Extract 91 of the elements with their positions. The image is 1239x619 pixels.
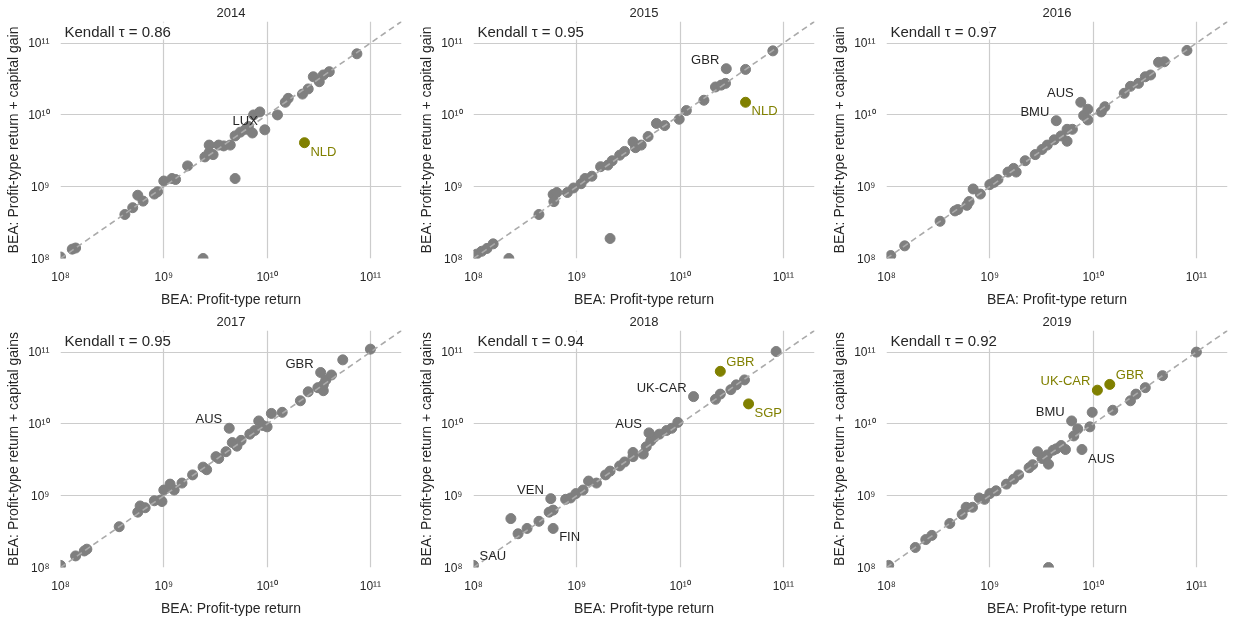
y-axis-title: BEA: Profit-type return + capital gains	[831, 332, 848, 566]
annotation: Kendall τ = 0.95	[477, 22, 584, 40]
x-tick-label: 10⁹	[154, 269, 174, 284]
x-tick-label: 10¹⁰	[1082, 269, 1104, 284]
x-axis-title: BEA: Profit-type return	[986, 599, 1128, 616]
annotation: VEN	[517, 481, 544, 497]
annotation: UK-CAR	[636, 379, 687, 395]
annotation: BMU	[1035, 403, 1065, 419]
x-tick-label: 10⁸	[51, 269, 70, 284]
x-tick-label: 10⁹	[980, 578, 1000, 593]
annotation: SAU	[479, 548, 507, 564]
annotation: Kendall τ = 0.97	[890, 22, 997, 40]
y-tick-label: 10⁸	[857, 251, 876, 266]
y-tick-label: 10⁹	[444, 179, 463, 194]
annotation: AUS	[1047, 85, 1075, 101]
y-axis-title: BEA: Profit-type return + capital gain	[5, 26, 22, 254]
y-tick-label: 10¹⁰	[28, 416, 50, 431]
chart-title: 2019	[1042, 313, 1072, 329]
annotation: AUS	[195, 411, 223, 427]
annotation: NLD	[751, 103, 778, 119]
x-tick-label: 10¹¹	[359, 578, 382, 593]
y-axis-title: BEA: Profit-type return + capital gain	[418, 26, 435, 254]
y-tick-label: 10¹¹	[441, 36, 463, 51]
annotation: LUX	[232, 112, 259, 128]
annotation: Kendall τ = 0.92	[890, 331, 997, 349]
x-tick-label: 10¹¹	[772, 269, 795, 284]
annotation: AUS	[1087, 450, 1116, 466]
x-axis-title: BEA: Profit-type return	[160, 290, 302, 307]
y-tick-label: 10⁸	[857, 560, 876, 575]
x-tick-label: 10⁸	[877, 269, 896, 284]
y-axis-title: BEA: Profit-type return + capital gains	[5, 332, 22, 566]
annotation: Kendall τ = 0.94	[477, 331, 584, 349]
y-tick-label: 10¹⁰	[854, 107, 876, 122]
x-tick-label: 10⁹	[567, 269, 587, 284]
x-tick-label: 10⁹	[567, 578, 587, 593]
x-axis-title: BEA: Profit-type return	[986, 290, 1128, 307]
y-tick-label: 10¹¹	[441, 345, 463, 360]
y-tick-label: 10¹¹	[28, 36, 50, 51]
y-tick-label: 10⁹	[857, 179, 876, 194]
x-tick-label: 10⁸	[51, 578, 70, 593]
x-tick-label: 10¹¹	[359, 269, 382, 284]
x-tick-label: 10¹⁰	[669, 578, 691, 593]
y-tick-label: 10⁸	[31, 560, 50, 575]
x-tick-label: 10¹¹	[1185, 269, 1208, 284]
y-tick-label: 10¹⁰	[441, 416, 463, 431]
x-tick-label: 10¹¹	[772, 578, 795, 593]
x-axis-title: BEA: Profit-type return	[573, 290, 715, 307]
chart-title: 2018	[629, 313, 659, 329]
y-tick-label: 10⁹	[31, 179, 50, 194]
annotation: Kendall τ = 0.86	[64, 22, 171, 40]
annotation: GBR	[726, 354, 755, 370]
y-tick-label: 10¹⁰	[854, 416, 876, 431]
chart-title: 2014	[216, 4, 246, 20]
y-axis-title: BEA: Profit-type return + capital gain	[831, 26, 848, 254]
annotation: GBR	[1115, 367, 1144, 383]
x-tick-label: 10⁸	[877, 578, 896, 593]
x-axis-title: BEA: Profit-type return	[573, 599, 715, 616]
y-axis-title: BEA: Profit-type return + capital gains	[418, 332, 435, 566]
y-tick-label: 10⁸	[31, 251, 50, 266]
y-tick-label: 10⁹	[444, 488, 463, 503]
x-axis-title: BEA: Profit-type return	[160, 599, 302, 616]
y-tick-label: 10⁸	[444, 251, 463, 266]
chart-title: 2017	[216, 313, 246, 329]
x-tick-label: 10¹⁰	[256, 578, 278, 593]
x-tick-label: 10¹¹	[1185, 578, 1208, 593]
annotation: SGP	[754, 404, 783, 420]
y-tick-label: 10¹⁰	[28, 107, 50, 122]
y-tick-label: 10⁹	[31, 488, 50, 503]
x-tick-label: 10⁹	[980, 269, 1000, 284]
x-tick-label: 10⁹	[154, 578, 174, 593]
y-tick-label: 10⁸	[444, 560, 463, 575]
annotation: Kendall τ = 0.95	[64, 331, 171, 349]
y-tick-label: 10¹¹	[854, 345, 876, 360]
x-tick-label: 10¹⁰	[256, 269, 278, 284]
chart-title: 2015	[629, 4, 659, 20]
annotation: GBR	[285, 355, 314, 371]
y-tick-label: 10¹¹	[854, 36, 876, 51]
annotation: AUS	[615, 415, 643, 431]
y-tick-label: 10⁹	[857, 488, 876, 503]
y-tick-label: 10¹⁰	[441, 107, 463, 122]
x-tick-label: 10¹⁰	[1082, 578, 1104, 593]
annotation: UK-CAR	[1040, 373, 1091, 389]
x-tick-label: 10⁸	[464, 269, 483, 284]
annotation: NLD	[310, 143, 337, 159]
annotation: GBR	[691, 51, 720, 67]
annotation: FIN	[559, 529, 581, 545]
x-tick-label: 10¹⁰	[669, 269, 691, 284]
y-tick-label: 10¹¹	[28, 345, 50, 360]
annotation: BMU	[1020, 103, 1050, 119]
chart-title: 2016	[1042, 4, 1072, 20]
x-tick-label: 10⁸	[464, 578, 483, 593]
